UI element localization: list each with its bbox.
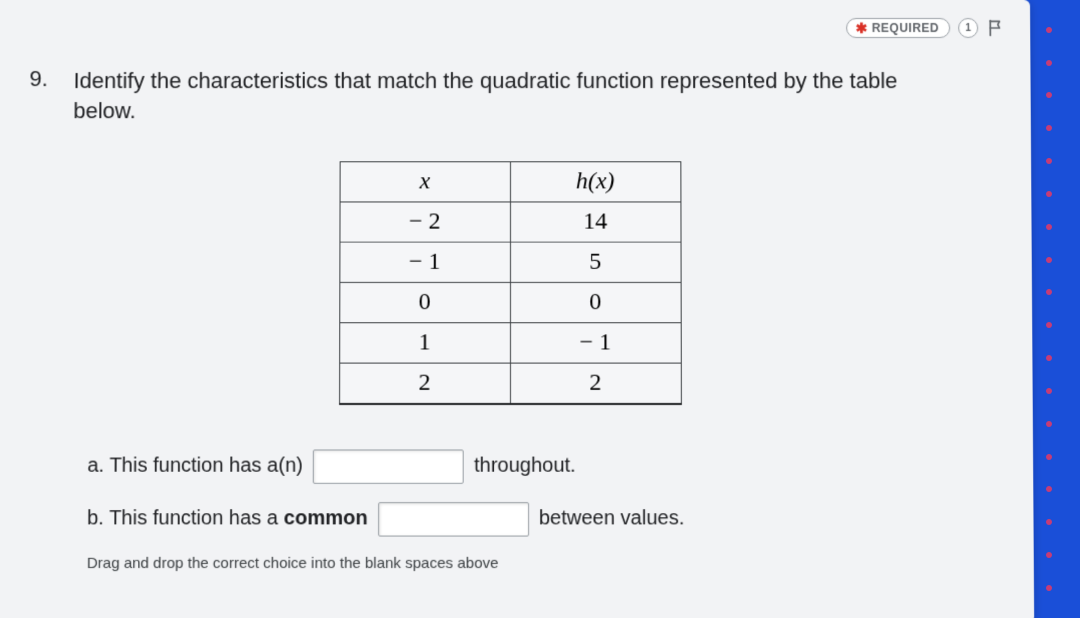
table-cell: − 1 [510,323,681,363]
worksheet-page: ✱ REQUIRED 1 9. Identify the characteris… [0,0,1034,618]
points-value: 1 [965,22,971,33]
question-number: 9. [29,66,57,92]
blank-slot-b[interactable] [378,502,529,536]
question-text: Identify the characteristics that match … [73,66,991,126]
required-badge: ✱ REQUIRED [847,18,951,38]
table-row: 1 − 1 [339,323,681,363]
blank-slot-a[interactable] [313,449,464,483]
drag-hint: Drag and drop the correct choice into th… [87,555,994,572]
fill-row-a: a. This function has a(n) throughout. [87,449,993,483]
fill-section: a. This function has a(n) throughout. b.… [87,449,993,536]
data-table: x h(x) − 2 14 − 1 5 0 0 1 − 1 2 2 [339,162,682,405]
table-header-x: x [340,162,510,202]
table-row: 2 2 [339,363,681,403]
table-cell: − 1 [339,243,510,283]
table-cell: 0 [510,283,681,323]
question-row: 9. Identify the characteristics that mat… [29,66,991,126]
points-badge: 1 [958,18,978,38]
table-row: − 1 5 [339,243,680,283]
table-wrap: x h(x) − 2 14 − 1 5 0 0 1 − 1 2 2 [27,162,992,405]
table-row: − 2 14 [339,202,680,242]
flag-icon[interactable] [986,18,1006,38]
fill-a-suffix: throughout. [474,455,576,478]
table-header-row: x h(x) [340,162,681,202]
table-cell: 2 [339,363,510,403]
fill-b-prefix: b. This function has a common [87,508,368,531]
table-cell: − 2 [339,202,510,242]
asterisk-icon: ✱ [856,21,868,35]
table-row: 0 0 [339,283,680,323]
table-cell: 5 [510,243,681,283]
fill-row-b: b. This function has a common between va… [87,502,993,536]
required-label: REQUIRED [872,21,939,35]
fill-a-prefix: a. This function has a(n) [87,455,303,478]
topright-badges: ✱ REQUIRED 1 [847,18,1007,38]
binder-spine [1044,0,1054,618]
table-header-hx: h(x) [510,162,680,202]
table-cell: 1 [339,323,510,363]
table-cell: 14 [510,202,681,242]
table-cell: 0 [339,283,510,323]
fill-b-suffix: between values. [539,508,685,531]
table-cell: 2 [510,363,681,403]
